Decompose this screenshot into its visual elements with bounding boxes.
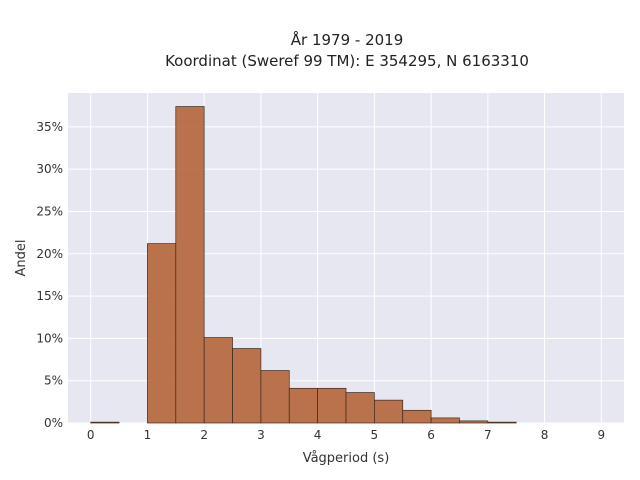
y-tick-label-1: 5% xyxy=(44,374,63,388)
histogram-bars xyxy=(90,106,517,424)
chart-title-line-2: Koordinat (Sweref 99 TM): E 354295, N 61… xyxy=(165,52,529,70)
chart-title-line-1: År 1979 - 2019 xyxy=(291,30,404,49)
x-tick-label-4: 4 xyxy=(314,428,322,442)
histogram-bar-11 xyxy=(402,409,432,424)
histogram-bar-5 xyxy=(232,348,262,424)
y-tick-label-0: 0% xyxy=(44,416,63,430)
histogram-bar-6 xyxy=(260,370,290,424)
histogram-bar-7 xyxy=(288,387,318,424)
histogram-bar-14 xyxy=(487,421,517,424)
x-tick-label-0: 0 xyxy=(87,428,95,442)
y-tick-label-6: 30% xyxy=(36,162,63,176)
histogram-bar-9 xyxy=(345,392,375,424)
y-tick-label-7: 35% xyxy=(36,120,63,134)
x-tick-label-9: 9 xyxy=(597,428,605,442)
histogram-bar-4 xyxy=(203,337,233,424)
y-axis-ticks: 0% 5% 10% 15% 20% 25% 30% 35% xyxy=(36,120,63,430)
histogram-bar-10 xyxy=(374,399,404,424)
y-tick-label-3: 15% xyxy=(36,289,63,303)
y-tick-label-5: 25% xyxy=(36,204,63,218)
y-axis-label: Andel xyxy=(14,240,29,277)
histogram-bar-12 xyxy=(430,417,460,424)
y-tick-label-4: 20% xyxy=(36,247,63,261)
histogram-bar-2 xyxy=(147,243,177,424)
x-axis-ticks: 0 1 2 3 4 5 6 7 8 9 xyxy=(87,428,605,442)
y-tick-label-2: 10% xyxy=(36,331,63,345)
x-tick-label-2: 2 xyxy=(200,428,208,442)
histogram-bar-13 xyxy=(459,420,489,424)
x-tick-label-7: 7 xyxy=(484,428,492,442)
x-tick-label-1: 1 xyxy=(144,428,152,442)
x-tick-label-6: 6 xyxy=(427,428,435,442)
x-axis-label: Vågperiod (s) xyxy=(303,451,390,466)
histogram-bar-0 xyxy=(90,421,120,424)
x-tick-label-5: 5 xyxy=(371,428,379,442)
histogram-bar-8 xyxy=(317,387,347,424)
x-tick-label-3: 3 xyxy=(257,428,265,442)
histogram-bar-3 xyxy=(175,106,205,424)
x-tick-label-8: 8 xyxy=(541,428,549,442)
